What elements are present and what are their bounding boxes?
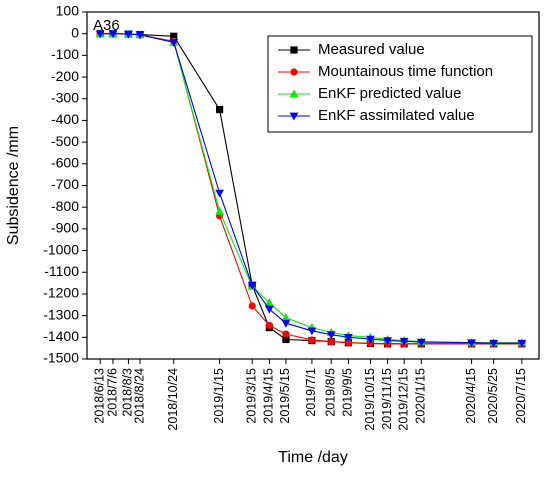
x-tick-label: 2020/4/15 — [464, 368, 478, 424]
x-tick-label: 2018/6/13 — [93, 368, 107, 424]
x-tick-label: 2020/7/15 — [514, 368, 528, 424]
legend: Measured value Mountainous time function E… — [267, 35, 533, 133]
y-tick-label: -100 — [51, 46, 79, 62]
legend-item: Measured value — [278, 41, 425, 58]
marker-triangle-down — [344, 333, 353, 342]
marker-circle — [248, 302, 256, 310]
x-tick-label: 2018/10/24 — [166, 368, 180, 431]
x-tick-label: 2020/1/15 — [414, 368, 428, 424]
x-tick-label: 2019/8/5 — [324, 368, 338, 417]
y-tick-label: -200 — [51, 68, 79, 84]
marker-triangle-down — [215, 189, 224, 198]
marker-triangle-down — [95, 30, 105, 39]
y-tick-label: -900 — [51, 220, 79, 236]
marker-circle — [327, 338, 335, 346]
marker-square — [290, 46, 298, 54]
marker-triangle-down — [489, 339, 499, 348]
y-axis: 100 0 -100 -200 -300 -400 -500 -600 -700 -800 -900… — [43, 3, 87, 366]
marker-triangle-up — [264, 298, 274, 306]
x-tick-label: 2019/12/15 — [396, 368, 410, 431]
x-tick-label: 2019/10/15 — [363, 368, 377, 431]
y-tick-label: 0 — [71, 24, 79, 40]
marker-triangle-down — [264, 305, 274, 314]
y-tick-label: -800 — [51, 198, 79, 214]
marker-triangle-down — [108, 30, 118, 39]
y-tick-label: -1000 — [43, 241, 79, 257]
marker-triangle-down — [307, 327, 317, 336]
y-tick-label: -1100 — [44, 263, 79, 279]
marker-triangle-down — [169, 39, 179, 47]
legend-label: EnKF predicted value — [318, 85, 461, 102]
series-layer — [95, 29, 527, 348]
y-tick-label: -300 — [51, 89, 79, 105]
x-axis-title: Time /day — [278, 449, 348, 466]
series-4 — [95, 30, 527, 348]
x-tick-label: 2018/7/6 — [105, 368, 119, 417]
y-tick-label: -1200 — [43, 285, 79, 301]
marker-triangle-down — [467, 339, 476, 348]
x-tick-label: 2019/1/15 — [212, 368, 226, 424]
marker-triangle-up — [289, 89, 299, 98]
marker-triangle-down — [366, 335, 375, 344]
legend-label: EnKF assimilated value — [318, 107, 475, 124]
marker-circle — [308, 336, 316, 344]
marker-triangle-down — [326, 331, 336, 340]
panel-label: A36 — [93, 17, 120, 34]
marker-circle — [290, 68, 298, 76]
x-tick-label: 2019/4/15 — [262, 368, 276, 424]
marker-triangle-down — [399, 337, 409, 346]
marker-triangle-down — [281, 319, 291, 328]
marker-square — [216, 105, 224, 114]
marker-triangle-down — [517, 339, 527, 348]
marker-triangle-down — [247, 281, 257, 290]
y-tick-label: -500 — [51, 133, 79, 149]
x-tick-label: 2018/8/3 — [121, 368, 135, 417]
marker-triangle-up — [215, 207, 224, 215]
legend-box — [267, 35, 533, 133]
x-tick-label: 2018/8/24 — [132, 368, 146, 424]
marker-triangle-down — [124, 30, 133, 39]
y-tick-label: -700 — [51, 176, 79, 192]
legend-item: Mountainous time function — [278, 63, 493, 80]
legend-label: Measured value — [318, 41, 425, 58]
marker-triangle-down — [383, 337, 392, 346]
x-tick-label: 2019/3/15 — [245, 368, 259, 424]
y-tick-label: -1300 — [43, 306, 79, 322]
legend-item: EnKF predicted value — [278, 85, 461, 102]
x-tick-label: 2019/5/15 — [278, 368, 292, 424]
marker-circle — [282, 330, 290, 338]
x-tick-label: 2020/5/25 — [486, 368, 500, 424]
y-tick-label: -1400 — [43, 328, 79, 344]
x-tick-label: 2019/11/15 — [380, 368, 394, 430]
legend-item: EnKF assimilated value — [278, 107, 475, 124]
x-tick-label: 2019/7/1 — [304, 368, 318, 417]
marker-triangle-down — [289, 112, 299, 121]
y-tick-label: -1500 — [43, 350, 79, 366]
y-tick-label: -600 — [51, 155, 79, 171]
y-tick-label: 100 — [56, 3, 80, 19]
y-axis-title: Subsidence /mm — [5, 126, 22, 245]
y-tick-label: -400 — [51, 111, 79, 127]
x-tick-label: 2019/9/5 — [341, 368, 355, 417]
marker-triangle-down — [135, 31, 145, 40]
legend-label: Mountainous time function — [318, 63, 493, 80]
marker-circle — [265, 321, 273, 329]
marker-triangle-down — [416, 338, 426, 347]
